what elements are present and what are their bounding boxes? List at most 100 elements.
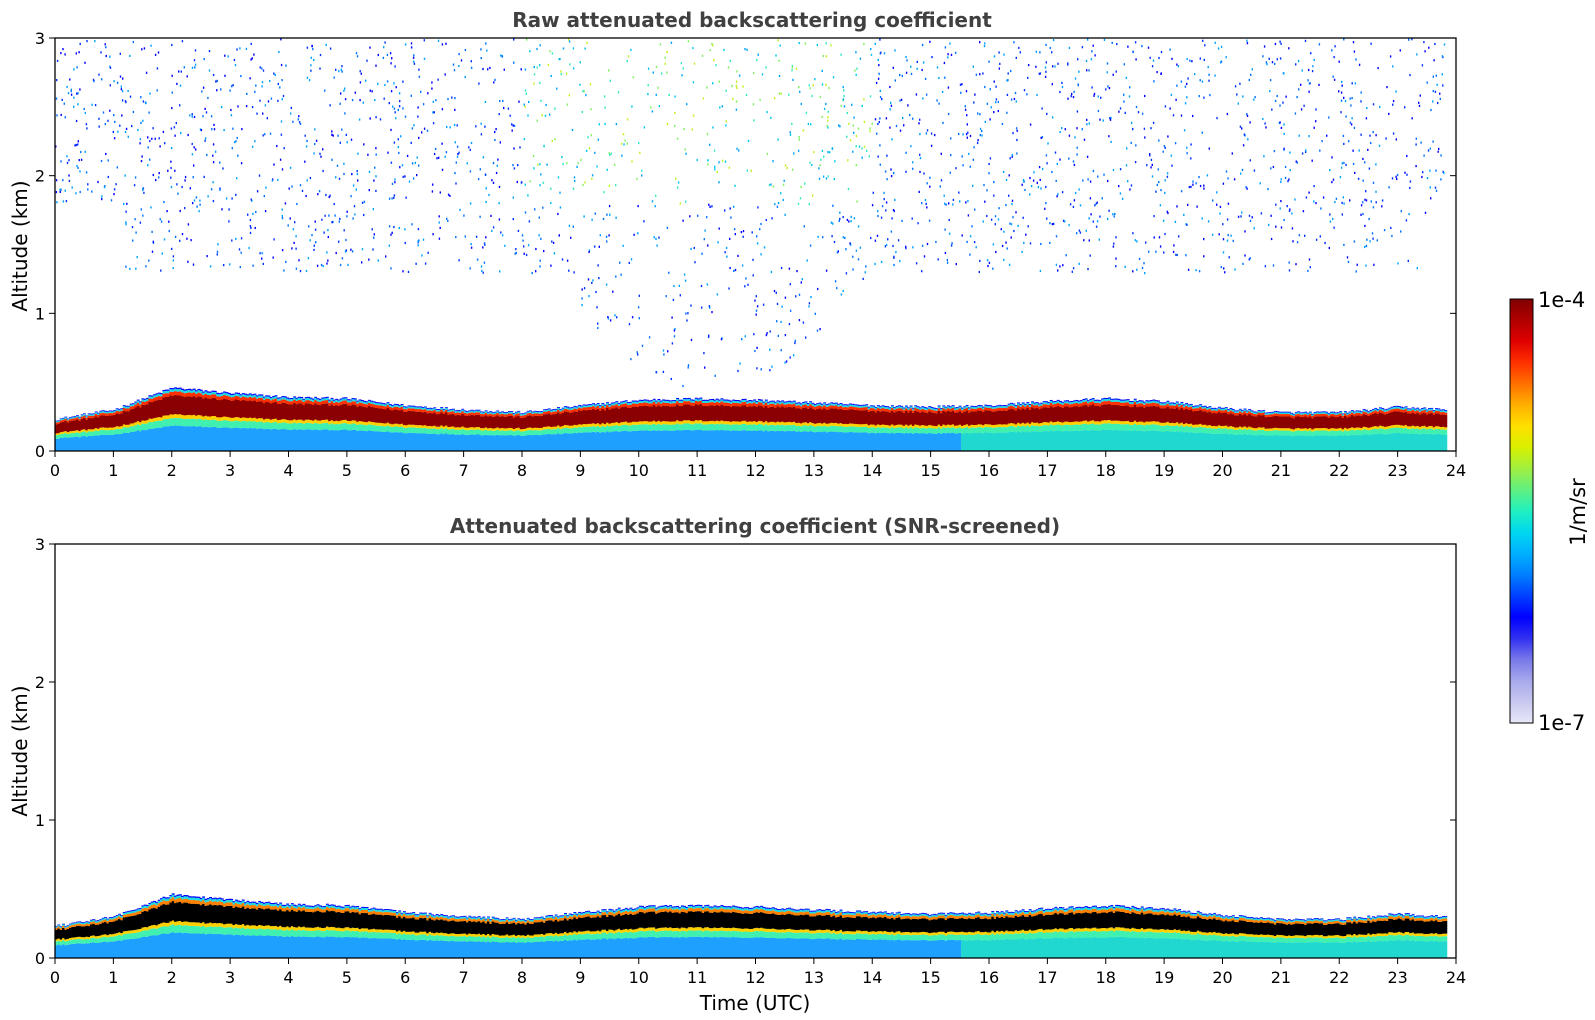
layer-cell [722, 405, 726, 422]
noise-speck [390, 267, 392, 270]
noise-speck [1151, 175, 1154, 178]
layer-cell [690, 402, 694, 406]
layer-cell [468, 411, 472, 413]
layer-cell [669, 430, 673, 451]
layer-cell [571, 408, 574, 410]
noise-speck [523, 245, 525, 248]
noise-speck [265, 186, 267, 189]
noise-speck [998, 51, 1000, 54]
noise-speck [845, 272, 848, 275]
layer-cell [797, 408, 801, 423]
layer-cell [269, 397, 273, 399]
noise-speck [657, 86, 659, 89]
noise-speck [1288, 47, 1290, 50]
noise-speck [725, 124, 727, 127]
noise-speck [249, 231, 252, 234]
layer-cell [505, 428, 509, 431]
noise-speck [511, 123, 513, 126]
noise-speck [527, 194, 529, 197]
layer-cell [638, 400, 642, 403]
noise-speck [1315, 120, 1317, 123]
layer-cell [652, 423, 656, 431]
noise-speck [1005, 178, 1008, 181]
layer-cell [496, 412, 500, 416]
noise-speck [489, 66, 491, 69]
layer-cell [531, 430, 535, 436]
noise-speck [148, 259, 150, 262]
layer-cell [685, 398, 689, 400]
noise-speck [481, 269, 483, 272]
noise-speck [912, 117, 914, 120]
noise-speck [1189, 59, 1191, 62]
layer-cell [692, 400, 696, 403]
noise-speck [476, 258, 479, 261]
noise-speck [390, 62, 392, 65]
noise-speck [1176, 63, 1178, 66]
noise-speck [190, 239, 192, 242]
layer-cell [293, 429, 297, 451]
layer-cell [757, 399, 761, 401]
layer-cell [580, 408, 584, 411]
layer-cell [820, 409, 824, 424]
noise-speck [1059, 158, 1061, 161]
layer-cell [671, 421, 675, 425]
layer-cell [330, 429, 334, 451]
noise-speck [542, 206, 544, 209]
noise-speck [724, 209, 726, 212]
noise-speck [333, 76, 335, 79]
noise-speck [504, 244, 506, 247]
layer-cell [727, 405, 731, 422]
layer-cell [57, 438, 61, 451]
noise-speck [795, 67, 798, 70]
noise-speck [808, 302, 811, 305]
noise-speck [915, 262, 918, 265]
layer-cell [421, 433, 425, 451]
layer-cell [837, 423, 841, 427]
noise-speck [56, 79, 58, 82]
noise-speck [1230, 234, 1232, 237]
noise-speck [531, 272, 533, 275]
noise-speck [939, 185, 941, 188]
noise-speck [392, 105, 394, 108]
layer-cell [823, 408, 827, 423]
layer-cell [662, 430, 666, 451]
noise-speck [788, 267, 791, 270]
layer-cell [181, 389, 185, 393]
layer-cell [353, 399, 357, 402]
noise-speck [662, 370, 665, 373]
noise-speck [408, 180, 411, 183]
layer-cell [517, 410, 521, 412]
noise-speck [251, 145, 254, 148]
layer-cell [412, 408, 416, 412]
layer-cell [405, 433, 409, 451]
noise-speck [383, 46, 385, 49]
layer-cell [776, 403, 780, 407]
noise-speck [617, 91, 620, 94]
layer-cell [788, 424, 792, 431]
noise-speck [880, 260, 883, 263]
noise-speck [853, 217, 856, 220]
layer-cell [388, 406, 392, 410]
noise-speck [690, 247, 692, 251]
noise-speck [558, 58, 560, 61]
layer-cell [601, 405, 605, 409]
layer-cell [209, 392, 213, 396]
layer-cell [522, 435, 525, 451]
noise-speck [854, 69, 856, 72]
noise-speck [942, 121, 944, 124]
noise-speck [1304, 150, 1307, 153]
noise-speck [227, 55, 229, 58]
noise-speck [339, 263, 342, 267]
noise-speck [1171, 164, 1173, 167]
layer-cell [227, 396, 231, 400]
layer-cell [634, 403, 638, 407]
layer-cell [571, 428, 574, 434]
noise-speck [1095, 202, 1097, 205]
layer-cell [64, 431, 68, 434]
noise-speck [944, 76, 946, 79]
layer-cell [524, 412, 528, 414]
layer-cell [732, 424, 736, 431]
noise-speck [1352, 41, 1355, 44]
layer-cell [573, 405, 577, 407]
noise-speck [1409, 74, 1411, 77]
